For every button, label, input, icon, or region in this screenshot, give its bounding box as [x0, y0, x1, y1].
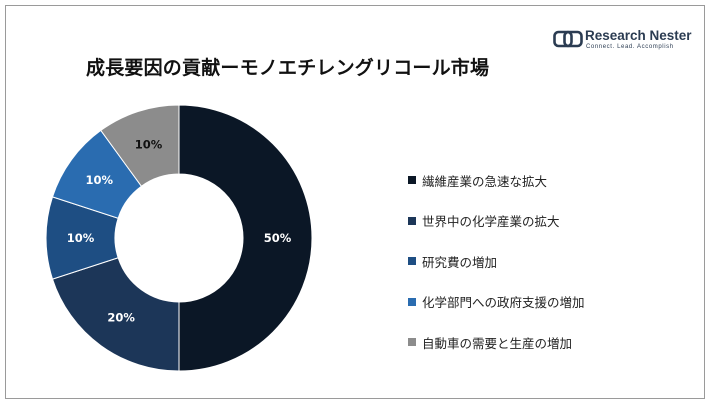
- legend-item-5: 自動車の需要と生産の増加: [408, 332, 572, 352]
- legend-item-2: 世界中の化学産業の拡大: [408, 211, 560, 231]
- donut-slice-1: [178, 104, 313, 372]
- legend-item-4: 化学部門への政府支援の増加: [408, 292, 585, 312]
- slice-value-label-3: 10%: [67, 231, 95, 245]
- legend-label-4: 化学部門への政府支援の増加: [422, 295, 585, 310]
- research-nester-logo: Research Nester Connect. Lead. Accomplis…: [553, 27, 692, 55]
- legend-swatch-5: [408, 338, 416, 346]
- slice-value-label-4: 10%: [86, 173, 114, 187]
- slice-value-label-1: 50%: [264, 231, 292, 245]
- slice-value-label-2: 20%: [107, 311, 135, 325]
- legend-item-3: 研究費の増加: [408, 251, 497, 271]
- legend-swatch-1: [408, 176, 416, 184]
- donut-slice-5: [100, 104, 180, 187]
- legend-label-5: 自動車の需要と生産の増加: [422, 335, 573, 351]
- legend-swatch-2: [408, 216, 416, 225]
- logo-tagline: Connect. Lead. Accomplish: [586, 44, 674, 50]
- legend-label-1: 繊維産業の急速な拡大: [422, 173, 548, 189]
- legend-swatch-4: [408, 297, 416, 306]
- slice-value-label-5: 10%: [135, 137, 163, 151]
- chart-title: 成長要因の貢献ーモノエチレングリコール市場: [86, 57, 490, 79]
- legend-label-3: 研究費の増加: [422, 254, 498, 270]
- donut-slice-2: [51, 257, 180, 372]
- logo-name: Research Nester: [585, 28, 692, 43]
- logo-mark-icon: [553, 30, 583, 48]
- legend-label-2: 世界中の化学産業の拡大: [422, 214, 560, 229]
- legend-swatch-3: [408, 257, 416, 265]
- legend-item-1: 繊維産業の急速な拡大: [408, 170, 547, 190]
